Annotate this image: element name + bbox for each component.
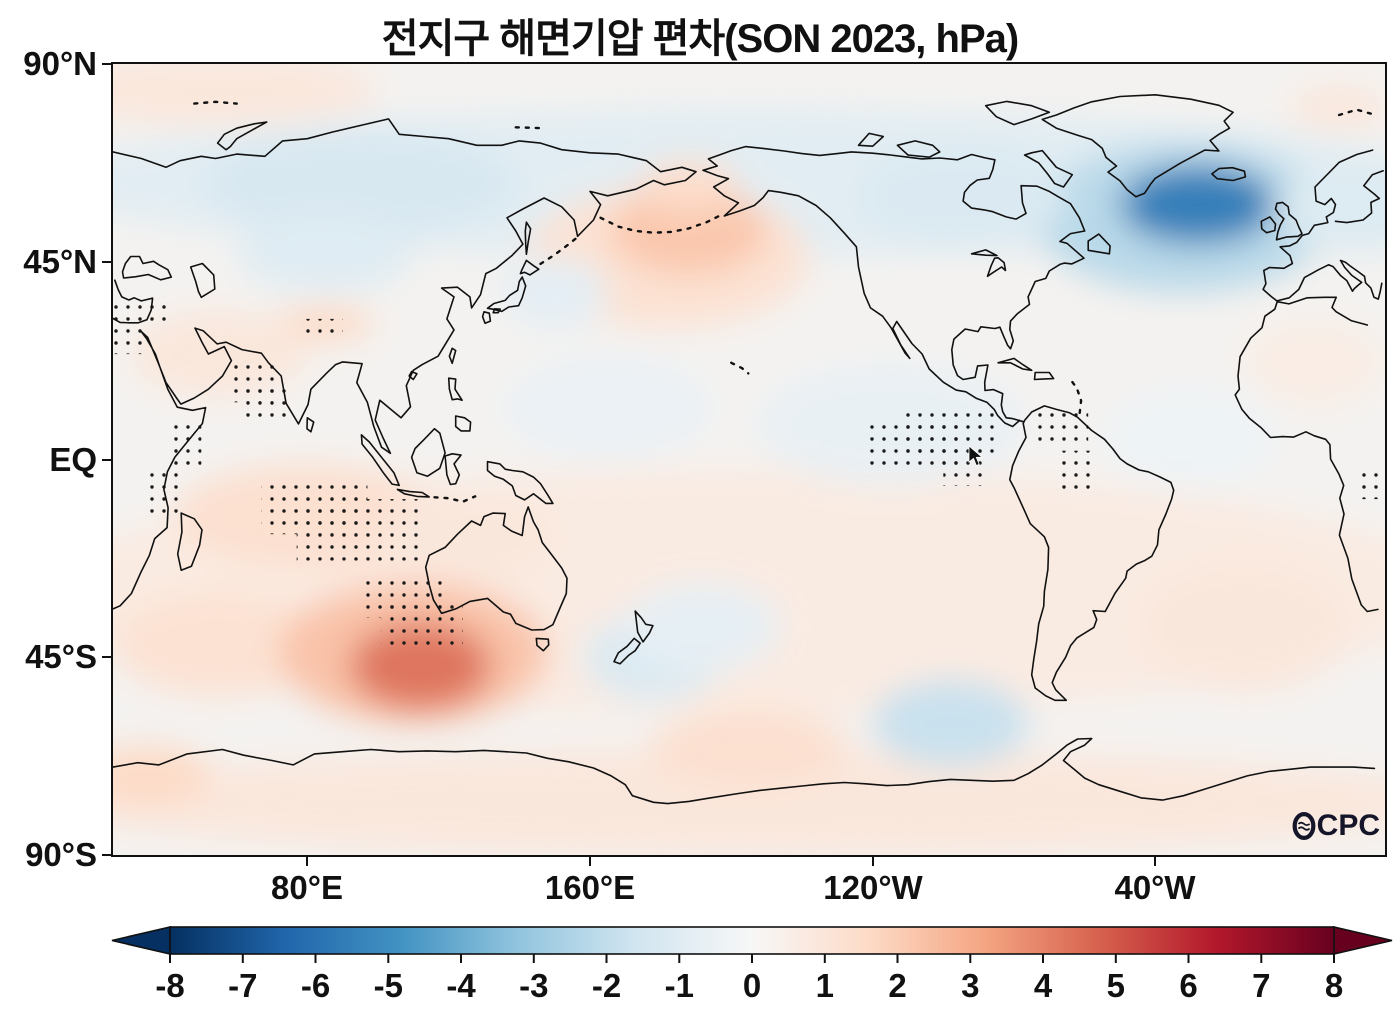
svg-text:-5: -5 <box>374 967 403 1004</box>
svg-text:2: 2 <box>888 967 906 1004</box>
svg-text:-3: -3 <box>519 967 548 1004</box>
svg-text:8: 8 <box>1325 967 1343 1004</box>
chart-title: 전지구 해면기압 편차(SON 2023, hPa) <box>381 17 1019 61</box>
svg-text:6: 6 <box>1179 967 1197 1004</box>
ocpc-logo: CPC <box>1288 809 1380 843</box>
svg-text:4: 4 <box>1034 967 1053 1004</box>
x-tick-label: 120°W <box>823 869 923 906</box>
anomaly-map <box>42 55 1400 855</box>
y-tick <box>102 459 111 461</box>
svg-text:-1: -1 <box>665 967 694 1004</box>
svg-text:0: 0 <box>743 967 761 1004</box>
colorbar: -8 -7 -6 -5 -4 -3 -2 -1 0 1 2 3 4 5 6 7 8 <box>111 925 1393 1004</box>
svg-text:7: 7 <box>1252 967 1270 1004</box>
y-tick <box>102 63 111 65</box>
y-tick-label: 90°N <box>23 45 97 82</box>
svg-text:5: 5 <box>1107 967 1125 1004</box>
x-tick <box>1154 857 1156 866</box>
y-tick-label: 45°S <box>25 638 97 675</box>
svg-text:-8: -8 <box>155 967 184 1004</box>
svg-text:1: 1 <box>816 967 834 1004</box>
y-tick <box>102 854 111 856</box>
svg-text:-6: -6 <box>301 967 330 1004</box>
x-tick <box>589 857 591 866</box>
x-tick <box>306 857 308 866</box>
ocpc-wave-o-icon <box>1292 812 1316 840</box>
svg-text:-7: -7 <box>228 967 257 1004</box>
svg-text:-4: -4 <box>446 967 476 1004</box>
svg-text:-2: -2 <box>592 967 621 1004</box>
x-tick-label: 160°E <box>544 869 636 906</box>
x-tick <box>872 857 874 866</box>
y-tick <box>102 261 111 263</box>
y-tick-label: EQ <box>49 441 97 478</box>
y-tick-label: 90°S <box>25 836 97 873</box>
mouse-cursor-icon <box>968 446 984 467</box>
y-tick <box>102 656 111 658</box>
x-tick-label: 80°E <box>271 869 343 906</box>
x-tick-label: 40°W <box>1114 869 1196 906</box>
ocpc-logo-text: CPC <box>1316 809 1380 842</box>
map-panel <box>42 55 1400 857</box>
y-tick-label: 45°N <box>23 243 97 280</box>
coastlines <box>113 94 1384 805</box>
svg-text:3: 3 <box>961 967 979 1004</box>
